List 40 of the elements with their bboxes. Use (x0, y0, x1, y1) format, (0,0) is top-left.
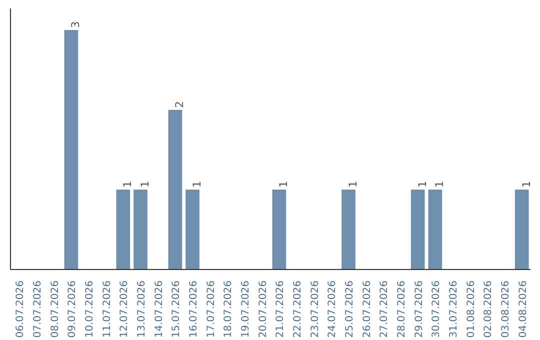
data-label: 2 (173, 101, 186, 108)
x-tick-label: 29.07.2026 (414, 280, 425, 338)
x-tick-label: 12.07.2026 (119, 280, 130, 338)
data-label: 1 (121, 180, 134, 188)
data-label: 1 (190, 180, 204, 188)
x-tick-label: 24.07.2026 (327, 280, 338, 338)
data-label: 1 (433, 180, 446, 188)
x-tick-label: 19.07.2026 (240, 280, 252, 338)
x-tick-label: 06.07.2026 (15, 280, 26, 338)
x-tick-label: 15.07.2026 (171, 280, 182, 338)
data-label: 3 (69, 21, 82, 28)
x-tick-label: 27.07.2026 (379, 280, 390, 338)
x-tick-label: 22.07.2026 (292, 280, 304, 338)
data-label: 1 (520, 180, 533, 188)
x-tick-label: 21.07.2026 (275, 280, 286, 338)
x-tick-label: 02.08.2026 (483, 280, 494, 338)
x-tick-label: 30.07.2026 (431, 280, 442, 338)
x-tick-label: 13.07.2026 (136, 280, 148, 338)
x-tick-label: 23.07.2026 (310, 280, 321, 338)
x-tick-label: 03.08.2026 (500, 280, 512, 338)
x-tick-label: 17.07.2026 (206, 280, 217, 338)
x-tick-label: 14.07.2026 (154, 280, 165, 338)
x-tick-label: 07.07.2026 (32, 280, 44, 338)
x-tick-label: 11.07.2026 (102, 280, 113, 338)
data-label: 1 (138, 180, 152, 188)
data-label: 1 (277, 180, 290, 188)
x-tick-label: 04.08.2026 (518, 280, 529, 338)
x-tick-label: 16.07.2026 (188, 280, 200, 338)
x-tick-label: 28.07.2026 (396, 280, 408, 338)
data-label: 1 (416, 180, 429, 188)
x-tick-label: 18.07.2026 (223, 280, 234, 338)
x-tick-label: 25.07.2026 (344, 280, 356, 338)
x-tick-label: 10.07.2026 (84, 280, 96, 338)
x-tick-label: 09.07.2026 (67, 280, 78, 338)
x-tick-label: 31.07.2026 (448, 280, 460, 338)
x-tick-label: 01.08.2026 (466, 280, 477, 338)
data-label: 1 (346, 180, 360, 188)
x-tick-label: 20.07.2026 (258, 280, 269, 338)
x-tick-label: 08.07.2026 (50, 280, 61, 338)
x-tick-label: 26.07.2026 (362, 280, 373, 338)
